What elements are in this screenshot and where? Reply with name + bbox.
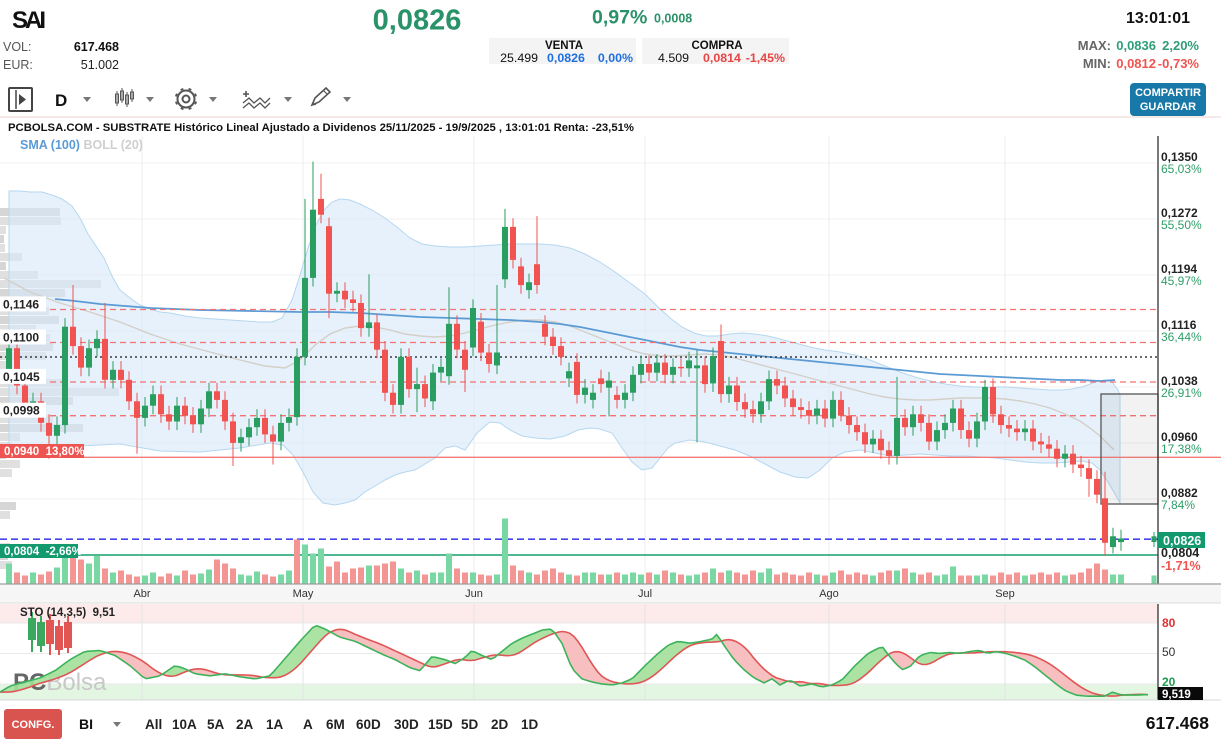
svg-text:Jul: Jul bbox=[638, 588, 652, 600]
svg-text:PCBolsa: PCBolsa bbox=[13, 669, 107, 696]
svg-text:9,519: 9,519 bbox=[1162, 689, 1191, 701]
svg-text:65,03%: 65,03% bbox=[1161, 162, 1202, 176]
svg-text:PCBOLSA.COM - SUBSTRATE Histór: PCBOLSA.COM - SUBSTRATE Histórico Lineal… bbox=[8, 122, 634, 134]
svg-text:4.509: 4.509 bbox=[658, 51, 689, 65]
svg-text:617.468: 617.468 bbox=[74, 40, 119, 54]
svg-text:15D: 15D bbox=[428, 717, 453, 732]
svg-text:2,20%: 2,20% bbox=[1162, 38, 1199, 53]
svg-text:0,0826: 0,0826 bbox=[547, 51, 585, 65]
svg-text:BI: BI bbox=[79, 716, 93, 732]
svg-text:45,97%: 45,97% bbox=[1161, 274, 1202, 288]
svg-text:0,00%: 0,00% bbox=[598, 51, 633, 65]
svg-text:0,0836: 0,0836 bbox=[1116, 38, 1156, 53]
svg-text:36,44%: 36,44% bbox=[1161, 330, 1202, 344]
svg-text:0,0998: 0,0998 bbox=[3, 404, 40, 418]
svg-text:-0,73%: -0,73% bbox=[1158, 56, 1200, 71]
svg-text:Ago: Ago bbox=[819, 588, 839, 600]
svg-text:0,0804: 0,0804 bbox=[1161, 546, 1199, 560]
svg-text:0,0008: 0,0008 bbox=[654, 12, 692, 26]
svg-text:SAI: SAI bbox=[12, 7, 46, 34]
svg-text:MAX:: MAX: bbox=[1078, 38, 1111, 53]
svg-text:30D: 30D bbox=[394, 717, 419, 732]
svg-text:EUR:: EUR: bbox=[3, 58, 33, 72]
svg-text:0,0826: 0,0826 bbox=[373, 5, 462, 37]
svg-text:60D: 60D bbox=[356, 717, 381, 732]
svg-text:0,0804 -2,66%: 0,0804 -2,66% bbox=[4, 546, 82, 558]
svg-text:25.499: 25.499 bbox=[500, 51, 538, 65]
svg-text:6M: 6M bbox=[326, 717, 345, 732]
svg-text:0,1272: 0,1272 bbox=[1161, 206, 1198, 220]
svg-text:GUARDAR: GUARDAR bbox=[1140, 101, 1196, 113]
svg-text:0,1100: 0,1100 bbox=[3, 331, 39, 345]
svg-text:COMPARTIR: COMPARTIR bbox=[1135, 87, 1201, 99]
svg-text:13:01:01: 13:01:01 bbox=[1126, 10, 1190, 27]
svg-text:A: A bbox=[303, 717, 313, 732]
svg-text:0,1045: 0,1045 bbox=[3, 370, 40, 384]
svg-text:51.002: 51.002 bbox=[81, 58, 119, 72]
svg-text:SMA (100) BOLL (20): SMA (100) BOLL (20) bbox=[20, 138, 143, 152]
svg-text:5A: 5A bbox=[207, 717, 225, 732]
svg-text:MIN:: MIN: bbox=[1083, 56, 1111, 71]
svg-text:STO (14,3,5) 9,51: STO (14,3,5) 9,51 bbox=[20, 607, 116, 619]
svg-text:55,50%: 55,50% bbox=[1161, 218, 1202, 232]
svg-text:VENTA: VENTA bbox=[545, 40, 583, 52]
svg-text:0,0826: 0,0826 bbox=[1163, 534, 1201, 548]
svg-text:2D: 2D bbox=[491, 717, 509, 732]
svg-text:80: 80 bbox=[1162, 616, 1176, 630]
svg-text:0,1038: 0,1038 bbox=[1161, 374, 1198, 388]
svg-text:10A: 10A bbox=[172, 717, 197, 732]
svg-text:0,0812: 0,0812 bbox=[1116, 56, 1156, 71]
svg-text:0,1116: 0,1116 bbox=[1161, 318, 1197, 332]
svg-text:50: 50 bbox=[1162, 645, 1176, 659]
svg-text:COMPRA: COMPRA bbox=[691, 40, 742, 52]
svg-text:1A: 1A bbox=[266, 717, 284, 732]
svg-text:0,0940 13,80%: 0,0940 13,80% bbox=[4, 446, 85, 458]
svg-text:-1,71%: -1,71% bbox=[1161, 559, 1201, 573]
svg-text:0,0960: 0,0960 bbox=[1161, 430, 1198, 444]
svg-text:CONFG.: CONFG. bbox=[12, 719, 55, 731]
svg-text:5D: 5D bbox=[461, 717, 479, 732]
svg-text:D: D bbox=[55, 91, 67, 110]
svg-text:7,84%: 7,84% bbox=[1161, 498, 1195, 512]
svg-text:May: May bbox=[293, 588, 314, 600]
svg-text:VOL:: VOL: bbox=[3, 40, 32, 54]
svg-text:Jun: Jun bbox=[465, 588, 483, 600]
svg-text:0,0814: 0,0814 bbox=[703, 51, 741, 65]
svg-text:0,1194: 0,1194 bbox=[1161, 262, 1197, 276]
svg-text:-1,45%: -1,45% bbox=[746, 51, 785, 65]
svg-text:All: All bbox=[145, 717, 162, 732]
svg-text:0,0882: 0,0882 bbox=[1161, 486, 1198, 500]
svg-text:0,1146: 0,1146 bbox=[3, 297, 39, 311]
svg-text:26,91%: 26,91% bbox=[1161, 386, 1202, 400]
svg-text:0,97%: 0,97% bbox=[592, 7, 647, 29]
svg-text:1D: 1D bbox=[521, 717, 539, 732]
svg-text:Sep: Sep bbox=[995, 588, 1015, 600]
svg-text:20: 20 bbox=[1162, 675, 1176, 689]
svg-text:0,1350: 0,1350 bbox=[1161, 150, 1198, 164]
svg-text:Abr: Abr bbox=[133, 588, 150, 600]
svg-text:2A: 2A bbox=[236, 717, 254, 732]
svg-text:617.468: 617.468 bbox=[1146, 713, 1210, 733]
svg-text:17,38%: 17,38% bbox=[1161, 442, 1202, 456]
